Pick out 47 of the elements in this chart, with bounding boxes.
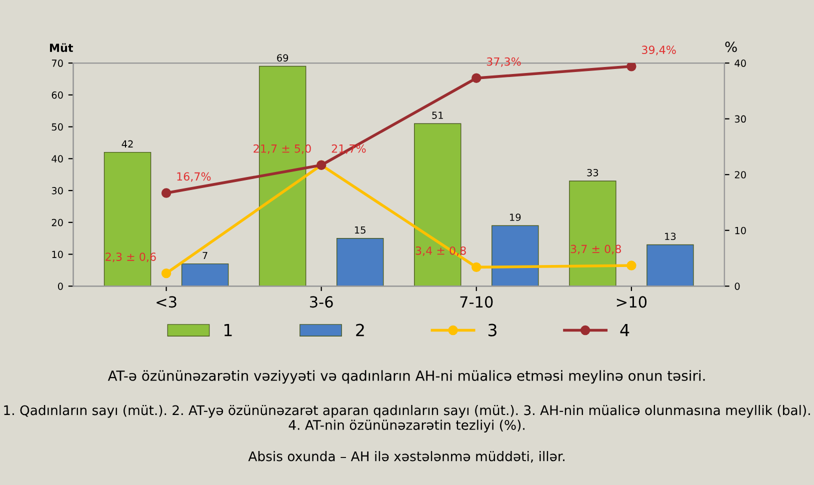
x-tick-label: 7-10: [460, 296, 493, 308]
text: AT-ə özününəzarətin vəziyyəti və qadınların AH-ni müalicə etməsi meylinə onun təsiri.: [108, 370, 705, 384]
data-label: 69: [277, 54, 288, 62]
data-label: 13: [665, 232, 676, 240]
point: [472, 262, 482, 272]
y-axis-title: Müt: [50, 43, 74, 52]
legend-label: 1: [224, 324, 232, 336]
point: [161, 188, 172, 198]
data-label: 42: [122, 140, 133, 148]
data-label: 33: [587, 168, 598, 176]
y2-tick-label: 30: [734, 115, 746, 123]
point: [626, 260, 636, 270]
data-label: 15: [354, 226, 366, 234]
legend-label: 2: [356, 324, 364, 336]
text: Absis oxunda – AH ilə xəstələnmə müddəti, illər.: [248, 451, 564, 463]
bar: [492, 225, 539, 286]
data-label: 19: [510, 214, 521, 221]
y2-axis-title: %: [725, 42, 737, 52]
x-tick-label: 3-6: [310, 296, 333, 308]
y-tick-label: 60: [52, 91, 63, 99]
data-label: 16,7%: [177, 172, 211, 182]
y-tick-label: 20: [52, 218, 63, 226]
y2-tick-label: 40: [734, 60, 746, 67]
data-label: 7: [202, 252, 208, 260]
text: 1. Qadınların sayı (müt.). 2. AT-yə özününəzarət aparan qadınların sayı (müt.). 3. AH-nin müalicə olunmasına meyllik (bal). 4. AT-nin özününəzarətin tezliyi (%).: [4, 404, 810, 433]
bar: [181, 263, 229, 286]
x-tick-label: <3: [156, 296, 176, 308]
data-label: 37,3%: [486, 57, 521, 67]
x-tick-label: >10: [616, 296, 647, 308]
bar: [646, 244, 694, 286]
y-tick-label: 50: [52, 123, 63, 131]
legend-label: 3: [488, 324, 496, 336]
y2-tick-label: 0: [734, 282, 740, 290]
point: [472, 73, 482, 83]
y-tick-label: 70: [52, 60, 63, 67]
legend-label: 4: [620, 324, 630, 336]
y-tick-label: 40: [52, 155, 63, 162]
y-tick-label: 0: [58, 282, 63, 290]
y2-tick-label: 20: [734, 171, 746, 178]
point: [161, 268, 172, 278]
bar: [336, 238, 384, 286]
y2-tick-label: 10: [735, 226, 746, 234]
y-tick-label: 10: [52, 250, 63, 258]
data-label: 39,4%: [642, 46, 676, 56]
data-label: 51: [432, 112, 443, 119]
point: [626, 63, 636, 72]
y-tick-label: 30: [52, 187, 63, 194]
